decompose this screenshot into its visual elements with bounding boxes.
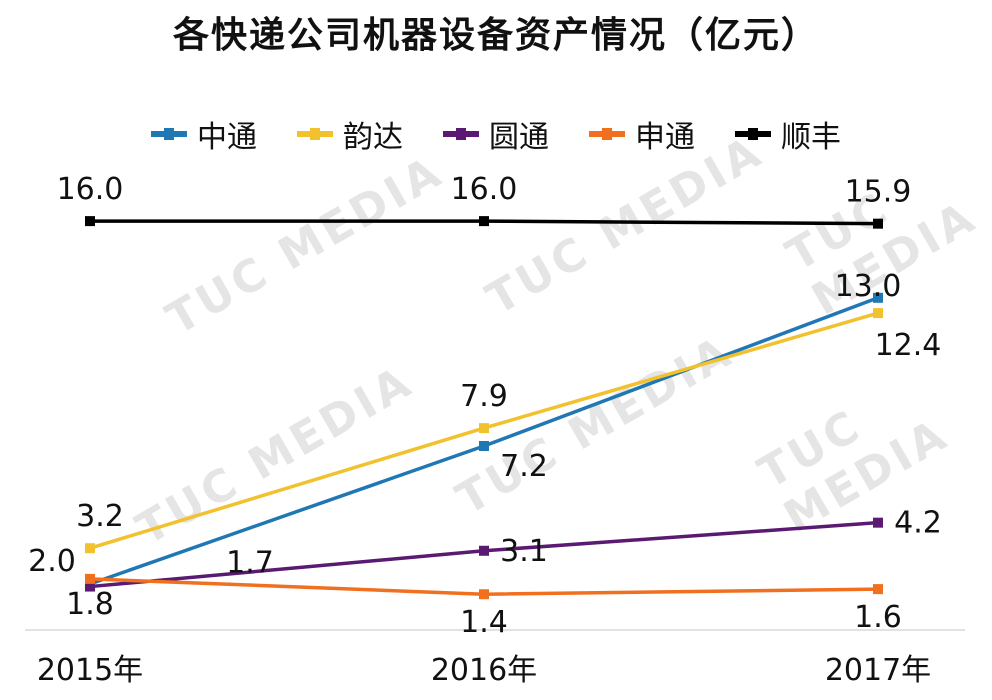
data-point-0-2 <box>873 292 883 303</box>
data-point-3-0 <box>85 573 95 584</box>
data-point-1-2 <box>873 308 883 319</box>
legend-swatch-4 <box>735 128 771 140</box>
data-label-3-1: 1.4 <box>460 605 508 640</box>
data-point-3-2 <box>873 584 883 595</box>
legend-item-2: 圆通 <box>443 112 549 156</box>
legend-swatch-2 <box>443 128 479 140</box>
data-point-2-0 <box>85 581 95 592</box>
legend-item-1: 韵达 <box>297 112 403 156</box>
data-point-0-1 <box>479 441 489 451</box>
data-point-1-1 <box>479 423 489 434</box>
data-point-2-1 <box>479 545 489 556</box>
x-tick-label: 2016年 <box>431 653 537 688</box>
legend-label-4: 顺丰 <box>781 120 841 155</box>
data-label-0-2: 13.0 <box>835 269 902 304</box>
x-tick-label: 2017年 <box>825 653 931 688</box>
chart-legend: 中通 韵达 圆通 申通 顺丰 <box>0 112 992 156</box>
data-label-3-0: 2.0 <box>28 544 76 579</box>
data-label-2-2: 4.2 <box>894 506 942 541</box>
legend-label-2: 圆通 <box>489 120 549 155</box>
data-label-1-2: 12.4 <box>875 328 942 363</box>
legend-label-3: 申通 <box>635 120 695 155</box>
data-label-2-0: 1.7 <box>226 546 274 581</box>
data-label-1-0: 3.2 <box>76 499 124 534</box>
data-point-4-0 <box>85 216 95 227</box>
data-label-4-2: 15.9 <box>845 175 912 210</box>
x-tick-label: 2015年 <box>37 653 143 688</box>
data-label-2-1: 3.1 <box>500 534 548 569</box>
data-label-3-2: 1.6 <box>854 600 902 635</box>
data-label-1-1: 7.9 <box>460 379 508 414</box>
data-label-0-0: 1.8 <box>66 587 114 622</box>
series-line-0 <box>89 296 879 586</box>
data-label-4-1: 16.0 <box>451 172 518 207</box>
data-label-0-1: 7.2 <box>500 449 548 484</box>
legend-label-1: 韵达 <box>343 120 403 155</box>
data-label-4-0: 16.0 <box>57 172 124 207</box>
legend-label-0: 中通 <box>197 120 257 155</box>
legend-swatch-1 <box>297 128 333 140</box>
data-point-4-1 <box>479 216 489 227</box>
legend-swatch-3 <box>589 128 625 140</box>
data-point-2-2 <box>873 517 883 528</box>
legend-swatch-0 <box>151 128 187 140</box>
legend-item-3: 申通 <box>589 112 695 156</box>
data-point-4-2 <box>873 218 883 229</box>
legend-item-0: 中通 <box>151 112 257 156</box>
data-point-1-0 <box>85 543 95 554</box>
chart-title: 各快递公司机器设备资产情况（亿元） <box>172 15 819 56</box>
legend-item-4: 顺丰 <box>735 112 841 156</box>
data-point-3-1 <box>479 589 489 600</box>
